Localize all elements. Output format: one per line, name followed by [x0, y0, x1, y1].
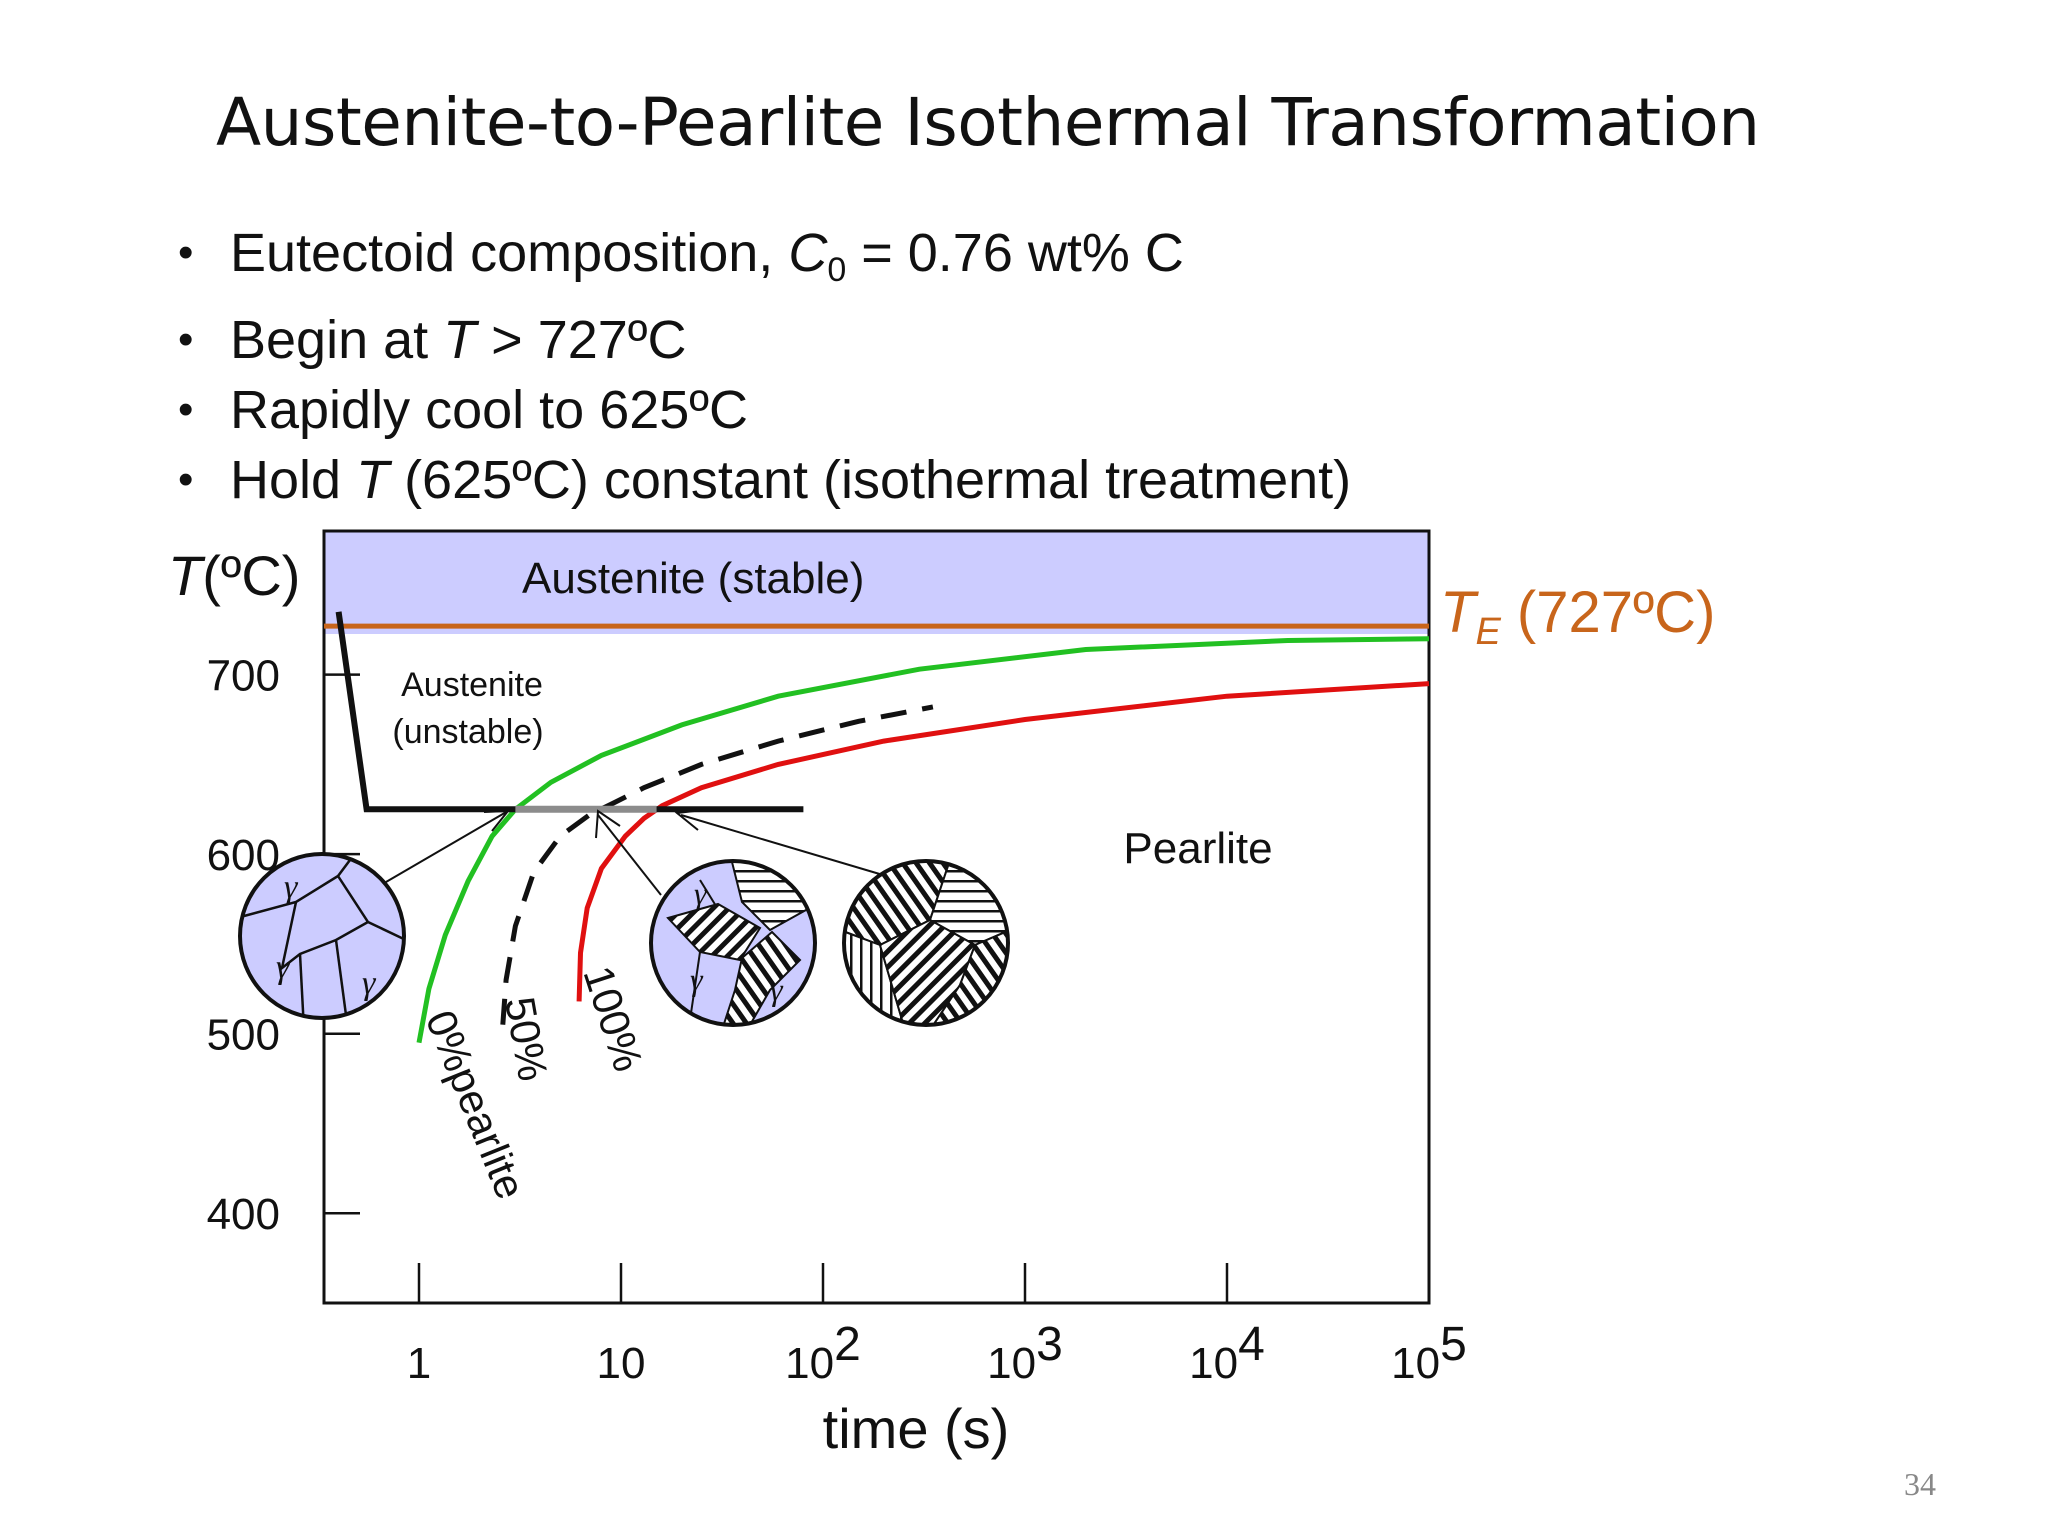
y-tick-label: 700: [207, 652, 280, 701]
pearlite-region-label: Pearlite: [1123, 824, 1272, 873]
x-tick-label: 1: [407, 1339, 431, 1388]
pearlite-colony: [666, 902, 762, 962]
microstructure-austenite: γ γ γ: [238, 852, 406, 1020]
pointer-arrowhead: [483, 809, 511, 832]
microstructure-partial: γ γ γ: [649, 859, 817, 1027]
grain-symbol: γ: [362, 965, 377, 1002]
series-line-0pctpearlite: [416, 636, 1430, 1044]
pointer-arrowhead: [595, 809, 621, 839]
stable-austenite-region: [324, 531, 1429, 634]
stable-region-label: Austenite (stable): [522, 554, 864, 603]
microstructure-pearlite: [842, 859, 1010, 1027]
grain-symbol: γ: [690, 961, 704, 997]
microstructure-outline: [649, 859, 817, 1027]
bullet-item: Eutectoid composition, C0 = 0.76 wt% C: [178, 218, 1351, 305]
grain-boundary: [699, 879, 717, 907]
microstructure-circle: [240, 854, 404, 1018]
bullet-item: Begin at T > 727ºC: [178, 305, 1351, 375]
unstable-region-label-line2: (unstable): [392, 713, 543, 751]
y-tick-label: 400: [207, 1190, 280, 1239]
series-label: 50%: [496, 993, 557, 1084]
grain-symbol: γ: [694, 875, 708, 911]
cooling-path: [335, 611, 804, 813]
x-tick-label: 104: [1189, 1318, 1265, 1388]
series-line-50pct: [500, 704, 934, 1025]
x-tick-label: 102: [785, 1318, 861, 1388]
pointer-line: [680, 814, 884, 876]
grain-symbol: γ: [770, 971, 784, 1007]
grain-boundary: [243, 854, 357, 918]
slide-title: Austenite-to-Pearlite Isothermal Transfo…: [216, 84, 1760, 161]
page-number: 34: [1904, 1466, 1936, 1502]
unstable-region-label-line1: Austenite: [401, 666, 543, 704]
x-tick-label: 105: [1391, 1318, 1467, 1388]
series-label: 100%: [574, 960, 652, 1077]
pointer-lines: [385, 809, 884, 896]
x-tick-label: 10: [597, 1339, 646, 1388]
pointer-line: [597, 814, 662, 896]
y-tick-label: 500: [207, 1011, 280, 1060]
bullet-list: Eutectoid composition, C0 = 0.76 wt% C B…: [178, 218, 1351, 515]
grain-boundary: [689, 951, 701, 1021]
y-axis-label: T(ºC): [168, 544, 300, 607]
microstructure-outline: [238, 852, 406, 1020]
pearlite-colony: [720, 930, 802, 1025]
microstructure-outline: [842, 859, 1010, 1027]
pointer-line: [385, 810, 509, 883]
cooling-layer: [335, 611, 804, 813]
x-ticks: 1 10 102 103 104 105: [407, 1263, 1467, 1388]
bullet-item: Rapidly cool to 625ºC: [178, 375, 1351, 445]
series-line-100pct: [576, 681, 1430, 1002]
grain-symbol: γ: [276, 949, 291, 986]
grain-symbol: γ: [284, 869, 299, 906]
eutectoid-label: TE (727ºC): [1440, 580, 1715, 653]
pointer-arrowhead: [674, 809, 704, 831]
x-axis-label: time (s): [823, 1397, 1010, 1460]
bullet-item: Hold T (625ºC) constant (isothermal trea…: [178, 445, 1351, 515]
x-tick-label: 103: [987, 1318, 1063, 1388]
